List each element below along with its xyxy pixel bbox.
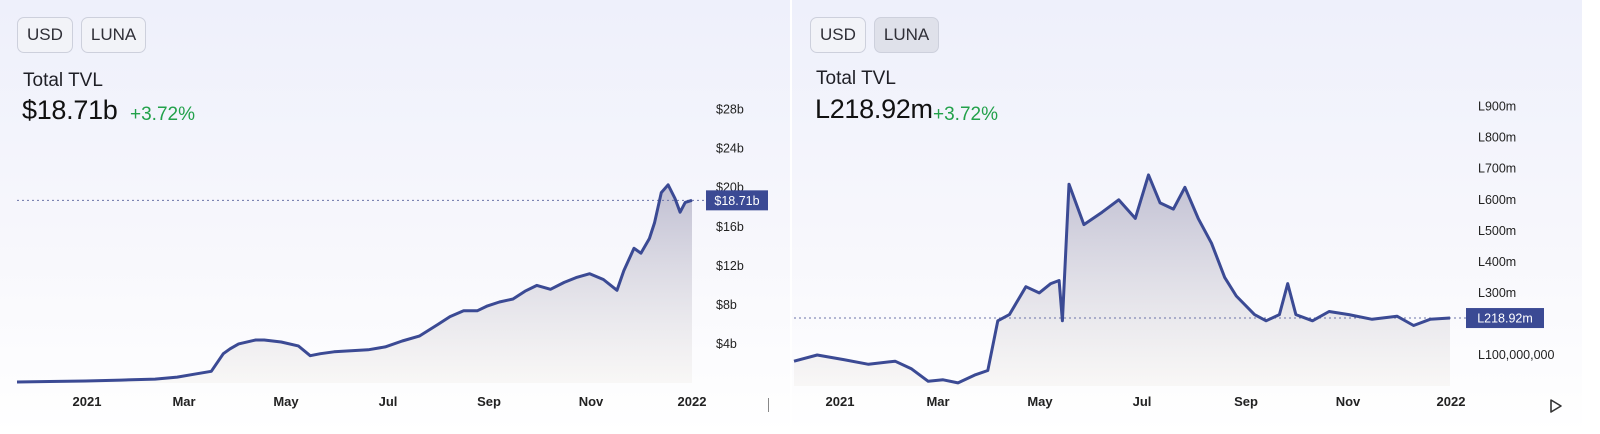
x-tick-label: Sep [477,394,501,409]
luna-button[interactable]: LUNA [873,17,940,53]
series-area [17,184,692,383]
current-value-label: L218.92m [1477,312,1533,326]
y-tick-label: L300m [1478,286,1516,300]
series-line [793,173,1451,385]
x-tick-label: 2021 [826,394,855,409]
x-tick-label: Jul [379,394,398,409]
y-tick-label: $12b [716,259,744,273]
series-area [794,174,1450,386]
currency-toggle: USD LUNA [17,17,147,53]
y-tick-label: L100,000,000 [1478,348,1555,362]
x-tick-label: Jul [1133,394,1152,409]
y-tick-label: $8b [716,298,737,312]
x-tick-label: May [1027,394,1053,409]
y-tick-label: $24b [716,142,744,156]
tvl-panel-luna: USD LUNA Total TVL L218.92m +3.72% L100,… [792,0,1582,434]
y-tick-label: L500m [1478,224,1516,238]
y-tick-label: $4b [716,337,737,351]
metric-change: +3.72% [933,104,998,125]
x-tick-label: May [273,394,299,409]
y-tick-label: L700m [1478,162,1516,176]
usd-button[interactable]: USD [810,17,866,53]
usd-button[interactable]: USD [17,17,73,53]
current-value-label: $18.71b [714,194,759,208]
x-tick-label: 2022 [678,394,707,409]
y-tick-label: $28b [716,103,744,117]
current-value-marker [706,190,768,211]
y-tick-label: L600m [1478,193,1516,207]
x-tick-label: 2021 [73,394,102,409]
series-line [16,183,693,384]
x-tick-label: Nov [579,394,604,409]
x-tick-label: Sep [1234,394,1258,409]
current-value-marker [1466,308,1544,329]
x-tick-label: Mar [172,394,195,409]
x-tick-label: Nov [1336,394,1361,409]
divider [768,398,769,412]
tvl-chart-luna: L100,000,000 L300m L400m L500m L600m L700m L80… [793,100,1555,409]
x-tick-label: Mar [926,394,949,409]
metric-label: Total TVL [23,70,103,91]
metric-value: L218.92m [815,94,933,124]
play-icon[interactable] [1548,398,1564,414]
tvl-panel-usd: USD LUNA Total TVL $18.71b +3.72% $4b $8b… [0,0,790,434]
currency-toggle: USD LUNA [810,17,940,53]
y-tick-label: $16b [716,220,744,234]
x-tick-label: 2022 [1437,394,1466,409]
metric-value: $18.71b [22,95,118,125]
y-tick-label: L400m [1478,255,1516,269]
y-tick-label: L900m [1478,100,1516,114]
luna-button[interactable]: LUNA [80,17,147,53]
metric-change: +3.72% [130,104,195,125]
y-tick-label: L800m [1478,131,1516,145]
metric-label: Total TVL [816,68,896,89]
